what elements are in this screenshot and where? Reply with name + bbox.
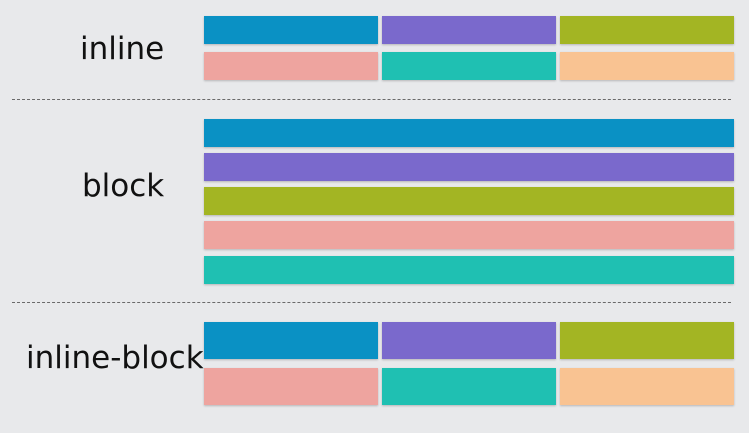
inline-block-bar-blue (204, 322, 378, 359)
block-bar-blue (204, 119, 734, 147)
inline-block-bar-teal (382, 368, 556, 405)
inline-block-bar-purple (382, 322, 556, 359)
divider-block-inline-block (12, 302, 731, 303)
block-bar-pink (204, 221, 734, 249)
inline-block-label: inline-block (26, 340, 204, 376)
inline-bar-teal (382, 52, 556, 80)
divider-inline-block (12, 99, 731, 100)
inline-bar-pink (204, 52, 378, 80)
inline-bar-blue (204, 16, 378, 44)
inline-block-bar-pink (204, 368, 378, 405)
inline-block-bar-olive (560, 322, 734, 359)
inline-bar-purple (382, 16, 556, 44)
block-bar-purple (204, 153, 734, 181)
inline-bar-peach (560, 52, 734, 80)
block-label: block (82, 168, 165, 204)
block-bar-teal (204, 256, 734, 284)
inline-label: inline (80, 31, 165, 67)
block-bar-olive (204, 187, 734, 215)
inline-bar-olive (560, 16, 734, 44)
inline-block-bar-peach (560, 368, 734, 405)
